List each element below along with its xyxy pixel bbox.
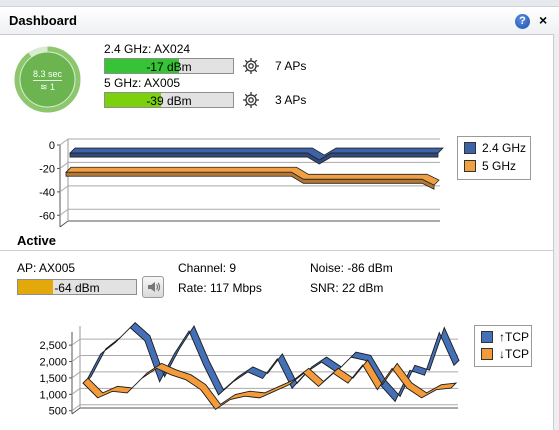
band-24-signal-fill xyxy=(105,59,180,73)
scan-timer-gauge xyxy=(14,46,81,113)
grid-line xyxy=(59,138,69,146)
help-icon[interactable]: ? xyxy=(515,14,530,29)
y-tick-label: 1,000 xyxy=(39,389,67,401)
y-tick-label: 2,000 xyxy=(39,357,67,369)
legend-swatch xyxy=(464,142,476,154)
panel-header: Dashboard ? × xyxy=(0,8,559,35)
axis-corner xyxy=(59,220,69,228)
grid-line xyxy=(71,371,81,379)
throughput-chart: 2,500 2,000 1,500 1,000 500 xyxy=(39,322,460,417)
legend-label: 5 GHz xyxy=(482,159,517,173)
axis-corner xyxy=(71,407,81,415)
active-signal-text: -64 dBm xyxy=(54,281,100,295)
series-ribbon-face xyxy=(65,171,435,190)
channel-text: Channel: 9 xyxy=(178,261,237,275)
gear-icon[interactable] xyxy=(242,91,260,109)
grid-line xyxy=(71,355,81,362)
series-ribbon-tcp-up xyxy=(85,322,460,403)
grid-line xyxy=(71,387,81,395)
panel-right-edge xyxy=(553,34,559,430)
legend-label: ↓TCP xyxy=(499,347,529,361)
band-24-signal-text: -17 dBm xyxy=(146,60,192,74)
y-tick-label: 2,500 xyxy=(39,340,67,352)
band-24-signal-meter: -17 dBm xyxy=(104,58,234,74)
active-section-title: Active xyxy=(17,233,57,248)
signal-history-chart: 0 -20 -40 -60 xyxy=(39,138,444,228)
speaker-icon xyxy=(148,282,161,292)
band-5-signal-text: -39 dBm xyxy=(146,94,192,108)
active-signal-meter: -64 dBm xyxy=(17,279,137,295)
legend-label: ↑TCP xyxy=(499,330,529,344)
speaker-button[interactable] xyxy=(142,276,164,298)
gauge-count: ≋ 1 xyxy=(14,82,81,93)
y-tick-label: -60 xyxy=(39,210,55,222)
band-5-signal-meter: -39 dBm xyxy=(104,92,234,108)
y-tick-label: 1,500 xyxy=(39,373,67,385)
noise-text: Noise: -86 dBm xyxy=(310,261,393,275)
y-tick-label: -40 xyxy=(39,187,55,199)
panel-title: Dashboard xyxy=(9,13,77,28)
gear-icon[interactable] xyxy=(242,57,260,75)
throughput-chart-legend: ↑TCP ↓TCP xyxy=(474,325,532,367)
grid-line xyxy=(71,338,81,346)
band-24-ap-count: 7 APs xyxy=(275,59,307,73)
band-5-ap-count: 3 APs xyxy=(275,93,307,107)
y-tick-label: -20 xyxy=(39,163,55,175)
legend-swatch xyxy=(481,348,493,360)
band-5-signal-fill xyxy=(105,93,162,107)
legend-swatch xyxy=(481,331,493,343)
band-24-label: 2.4 GHz: AX024 xyxy=(104,42,191,56)
wifi-icon: ≋ xyxy=(39,82,48,92)
grid-line xyxy=(71,404,81,412)
snr-text: SNR: 22 dBm xyxy=(310,281,384,295)
rate-text: Rate: 117 Mbps xyxy=(178,281,262,295)
grid-line xyxy=(59,185,69,193)
series-ribbon-face xyxy=(69,152,439,165)
legend-label: 2.4 GHz xyxy=(482,141,527,155)
legend-swatch xyxy=(464,160,476,172)
gauge-separator xyxy=(33,80,62,81)
y-tick-label: 0 xyxy=(49,140,55,152)
signal-chart-legend: 2.4 GHz 5 GHz xyxy=(457,136,531,180)
close-icon[interactable]: × xyxy=(539,12,548,28)
active-ap-label: AP: AX005 xyxy=(17,261,76,275)
band-5-label: 5 GHz: AX005 xyxy=(104,76,181,90)
scan-time-text: 8.3 sec xyxy=(32,69,63,79)
grid-line xyxy=(59,162,69,169)
series-ribbon-tcp-down xyxy=(82,359,458,410)
y-tick-label: 500 xyxy=(49,406,67,417)
grid-line xyxy=(59,208,69,216)
gauge-count-text: 1 xyxy=(50,82,56,92)
section-divider xyxy=(0,250,553,251)
active-signal-fill xyxy=(18,280,54,294)
window-top-strip xyxy=(0,0,559,7)
